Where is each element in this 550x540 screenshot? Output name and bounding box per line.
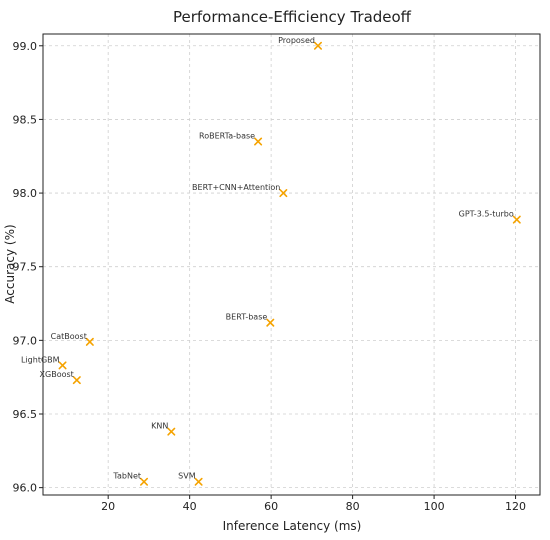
data-point: KNN [151,422,176,436]
point-label: GPT-3.5-turbo [459,210,514,219]
marker-x-stroke [194,477,203,486]
marker-x-stroke [254,137,263,146]
data-point: SVM [178,472,203,486]
data-point: CatBoost [51,332,94,346]
point-label: Proposed [278,36,315,45]
point-label: BERT-base [226,313,268,322]
point-label: TabNet [112,472,141,481]
data-point: TabNet [112,472,149,486]
x-axis-label: Inference Latency (ms) [223,519,362,533]
point-label: CatBoost [51,332,87,341]
grid [43,34,540,495]
data-point: XGBoost [40,370,81,385]
point-label: LightGBM [21,355,60,364]
y-axis-label: Accuracy (%) [3,224,17,303]
marker-x-stroke [72,376,81,385]
y-tick-label: 97.5 [13,261,38,274]
y-tick-label: 98.5 [13,113,38,126]
data-point: Proposed [278,36,322,50]
point-label: SVM [178,472,196,481]
point-label: RoBERTa-base [199,132,255,141]
axis-ticks: 20 40 60 80 100 120 96.0 96.5 97.0 97.5 98.0 98.5 99… [13,40,527,513]
x-tick-label: 80 [346,500,360,513]
y-tick-label: 98.0 [13,187,38,200]
data-point: RoBERTa-base [199,132,263,146]
x-tick-label: 100 [424,500,445,513]
point-label: KNN [151,422,168,431]
point-label: XGBoost [40,370,74,379]
y-tick-label: 97.0 [13,334,38,347]
marker-x-stroke [313,41,322,50]
data-point: GPT-3.5-turbo [459,210,521,224]
marker-x-stroke [58,361,67,370]
marker-x-stroke [85,337,94,346]
y-tick-label: 96.5 [13,408,38,421]
x-tick-label: 40 [183,500,197,513]
data-point: BERT+CNN+Attention [192,183,288,198]
marker-x-stroke [167,427,176,436]
data-points: Proposed RoBERTa-base BERT+CNN+Attention GP… [21,36,521,486]
point-label: BERT+CNN+Attention [192,183,280,192]
marker-x-stroke [140,477,149,486]
x-tick-label: 60 [264,500,278,513]
marker-x-stroke [279,189,288,198]
x-tick-label: 120 [505,500,526,513]
y-tick-label: 99.0 [13,40,38,53]
y-tick-label: 96.0 [13,482,38,495]
x-tick-label: 20 [101,500,115,513]
plot-frame [42,33,541,496]
data-point: BERT-base [226,313,275,327]
marker-x-stroke [512,215,521,224]
data-point: LightGBM [21,355,67,370]
marker-x-stroke [266,318,275,327]
chart-title: Performance-Efficiency Tradeoff [173,8,412,26]
